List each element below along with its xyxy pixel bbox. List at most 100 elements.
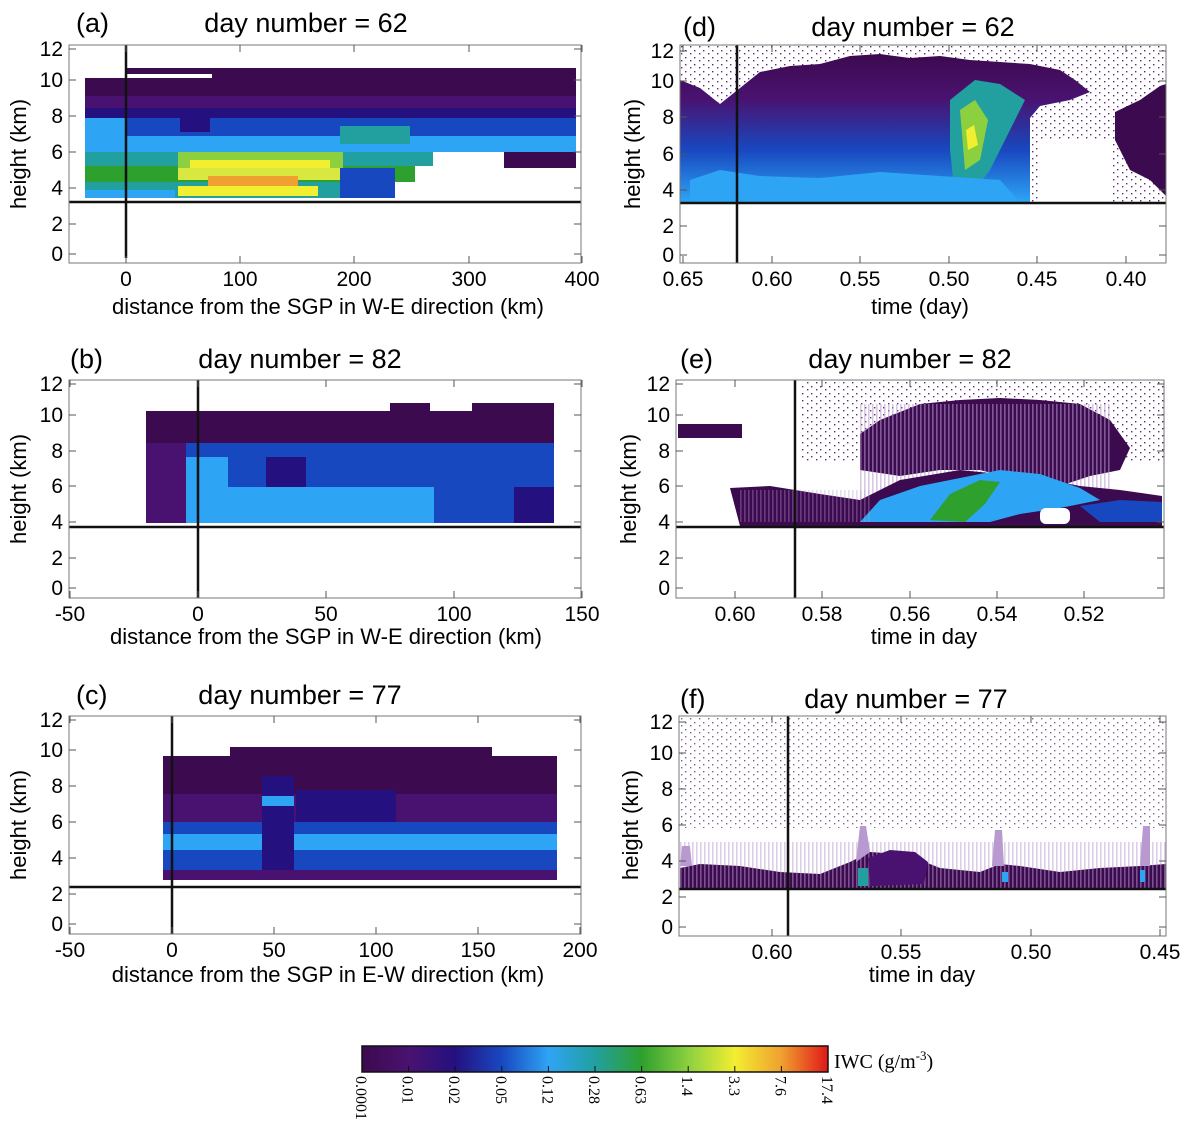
- cloud-lower-stripes: [740, 490, 870, 522]
- panel-f-x-tick-label: 0.55: [881, 941, 922, 964]
- cloud-spike-3: [1140, 826, 1150, 866]
- colorbar-tick-label: 0.01: [399, 1076, 416, 1104]
- panel-a-title: day number = 62: [204, 8, 407, 38]
- colorbar-tick-label: 0.05: [492, 1076, 509, 1104]
- cloud-right-tail: [1115, 84, 1166, 196]
- panel-d-y-tick-label: 4: [662, 179, 674, 202]
- panel-e-letter: (e): [680, 344, 713, 374]
- left-thin-layer: [678, 424, 742, 438]
- panel-e: (e) day number = 82 0.60 0.58 0.56 0.54 0.52…: [616, 344, 1165, 649]
- cell: [504, 152, 576, 168]
- panel-f-x-tick-label: 0.50: [1011, 941, 1052, 964]
- panel-b-y-tick-label: 8: [51, 440, 63, 463]
- cloud-spike-4: [680, 846, 692, 866]
- cell: [146, 411, 554, 443]
- cloud-lower-band: [690, 170, 1020, 202]
- cell: [262, 796, 294, 806]
- panel-f-y-axis-label: height (km): [618, 770, 643, 880]
- panel-c-y-axis-label: height (km): [6, 770, 31, 880]
- colorbar-tick-label: 1.4: [678, 1076, 695, 1096]
- panel-d-y-tick-label: 8: [662, 106, 674, 129]
- cell: [266, 457, 306, 487]
- panel-a-y-tick-label: 2: [51, 213, 63, 236]
- panel-a-x-tick-label: 400: [564, 268, 599, 291]
- panel-f-y-tick-label: 2: [661, 886, 673, 909]
- panel-f-y-tick-label: 6: [661, 814, 673, 837]
- panel-b-y-tick-label: 2: [51, 547, 63, 570]
- panel-e-x-axis-label: time in day: [871, 624, 977, 649]
- panel-d-x-tick-label: 0.50: [929, 268, 970, 291]
- panel-a-frame: [68, 44, 582, 264]
- cloud-core-peak: [966, 125, 978, 150]
- cell: [180, 110, 210, 132]
- panel-d-y-tick-label: 10: [651, 70, 674, 93]
- panel-c-frame: [68, 715, 582, 935]
- panel-a-x-tick-label: 200: [336, 268, 371, 291]
- gap: [1040, 140, 1110, 202]
- colorbar-tick-label: 0.0001: [352, 1076, 369, 1120]
- panel-e-y-tick-label: 0: [658, 577, 670, 600]
- panel-e-title: day number = 82: [808, 344, 1011, 374]
- panel-b-frame: [68, 379, 582, 599]
- cell: [472, 403, 554, 411]
- panel-e-y-tick-label: 12: [647, 373, 670, 396]
- panel-c-x-tick-label: 150: [460, 939, 495, 962]
- colorbar-tick-label: 7.6: [771, 1076, 788, 1096]
- panel-e-heatmap: [678, 381, 1164, 526]
- panel-e-y-tick-label: 4: [658, 511, 670, 534]
- cell: [85, 108, 576, 118]
- colorbar-tick-label: 0.28: [585, 1076, 602, 1104]
- panel-f-y-tick-label: 0: [661, 916, 673, 939]
- cell: [85, 96, 576, 108]
- cloud-green: [930, 480, 1000, 522]
- colorbar: 0.0001 0.01 0.02 0.05 0.12 0.28 0.63 1.4 3.3 7.6 1…: [352, 1045, 933, 1120]
- cell: [230, 747, 492, 756]
- panel-d-heatmap: [680, 46, 1166, 202]
- cell: [127, 74, 212, 78]
- cloud-blob: [868, 850, 928, 886]
- cell: [85, 118, 576, 136]
- panel-f-x-tick-label: 0.60: [752, 941, 793, 964]
- cell: [85, 68, 576, 96]
- cell: [163, 822, 557, 834]
- panel-a-x-tick-label: 100: [222, 268, 257, 291]
- panel-d-y-tick-label: 6: [662, 143, 674, 166]
- panel-a-y-tick-label: 8: [51, 105, 63, 128]
- panel-c-y-tick-label: 0: [51, 913, 63, 936]
- panel-b-y-tick-label: 6: [51, 475, 63, 498]
- panel-c-x-tick-label: 0: [166, 939, 178, 962]
- panel-e-x-tick-label: 0.54: [977, 603, 1018, 626]
- panel-b-x-tick-label: -50: [55, 603, 85, 626]
- panel-d-y-tick-label: 0: [662, 244, 674, 267]
- panel-f: (f) day number = 77 0.60 0.55 0.50 0.45 0 2 4 6…: [618, 684, 1180, 987]
- panel-c-y-tick-label: 10: [40, 739, 63, 762]
- panel-d-x-tick-label: 0.40: [1106, 268, 1147, 291]
- panel-a: (a) day number = 62: [6, 8, 600, 319]
- cloud-blue-spot: [1002, 872, 1008, 882]
- panel-f-y-tick-label: 4: [661, 850, 673, 873]
- panel-e-x-tick-label: 0.60: [715, 603, 756, 626]
- cell: [262, 776, 294, 870]
- panel-d-x-axis-label: time (day): [871, 294, 969, 319]
- colorbar-tick-label: 17.4: [818, 1076, 835, 1104]
- panel-c-x-tick-label: 50: [262, 939, 285, 962]
- panel-e-x-tick-label: 0.58: [802, 603, 843, 626]
- panel-e-y-tick-label: 6: [658, 475, 670, 498]
- cell: [186, 457, 228, 523]
- panel-e-y-tick-label: 8: [658, 440, 670, 463]
- cloud-blue-spot-2: [1140, 870, 1145, 882]
- panel-f-heatmap: [680, 718, 1166, 888]
- panel-e-y-tick-label: 10: [647, 404, 670, 427]
- cloud-teal: [858, 868, 868, 886]
- panel-f-y-tick-label: 10: [650, 742, 673, 765]
- panel-f-x-axis-label: time in day: [869, 962, 975, 987]
- colorbar-tick-label: 0.63: [632, 1076, 649, 1104]
- panel-f-title: day number = 77: [804, 684, 1007, 714]
- panel-c-x-tick-label: -50: [55, 939, 85, 962]
- panel-c-x-tick-label: 100: [358, 939, 393, 962]
- panel-b-x-tick-label: 0: [192, 603, 204, 626]
- cell: [208, 176, 298, 188]
- panel-c-x-tick-label: 200: [562, 939, 597, 962]
- panel-b-x-tick-label: 100: [436, 603, 471, 626]
